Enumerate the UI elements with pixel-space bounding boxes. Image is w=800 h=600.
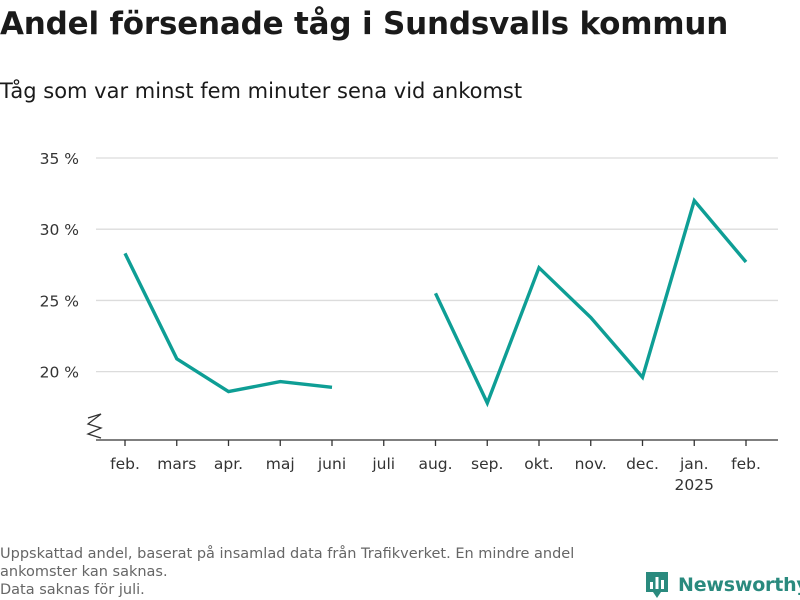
footnote-line: Uppskattad andel, baserat på insamlad da… <box>0 546 575 562</box>
y-tick-label: 20 % <box>40 364 79 382</box>
x-tick-label: juli <box>371 455 395 473</box>
footnote-line: ankomster kan saknas. <box>0 564 168 580</box>
x-tick-label: feb. <box>731 455 761 473</box>
chart-title: Andel försenade tåg i Sundsvalls kommun <box>0 6 729 42</box>
x-tick-label: feb. <box>110 455 140 473</box>
x-tick-label: mars <box>157 455 196 473</box>
y-axis-ticks: 20 % 25 % 30 % 35 % <box>40 150 79 382</box>
x-tick-sublabel: 2025 <box>675 476 714 494</box>
bar-chart-logo-icon <box>646 572 668 598</box>
series-lines <box>123 197 748 408</box>
x-tick-label: dec. <box>626 455 659 473</box>
series-line <box>433 197 748 408</box>
brand-name: Newsworthy <box>678 574 800 596</box>
x-tick-label: aug. <box>418 455 452 473</box>
x-axis: feb. mars apr. maj juni juli aug. sep. okt. nov. d… <box>86 413 778 494</box>
brand-logo: Newsworthy <box>644 570 800 600</box>
x-tick-label: juni <box>317 455 346 473</box>
line-chart: 20 % 25 % 30 % 35 % feb. mars apr. maj juni juli… <box>40 150 778 494</box>
y-tick-label: 30 % <box>40 221 79 239</box>
footnote: Uppskattad andel, baserat på insamlad da… <box>0 545 640 599</box>
x-tick-label: nov. <box>575 455 607 473</box>
x-tick-label: maj <box>266 455 295 473</box>
chart-subtitle: Tåg som var minst fem minuter sena vid a… <box>0 79 523 103</box>
x-tick-label: okt. <box>524 455 553 473</box>
series-line <box>123 252 333 394</box>
y-tick-label: 35 % <box>40 150 79 168</box>
footnote-line: Data saknas för juli. <box>0 582 145 598</box>
x-tick-label: jan. <box>679 455 709 473</box>
x-tick-label: sep. <box>471 455 503 473</box>
axis-break-icon <box>86 413 103 439</box>
x-tick-label: apr. <box>214 455 243 473</box>
y-tick-label: 25 % <box>40 292 79 310</box>
